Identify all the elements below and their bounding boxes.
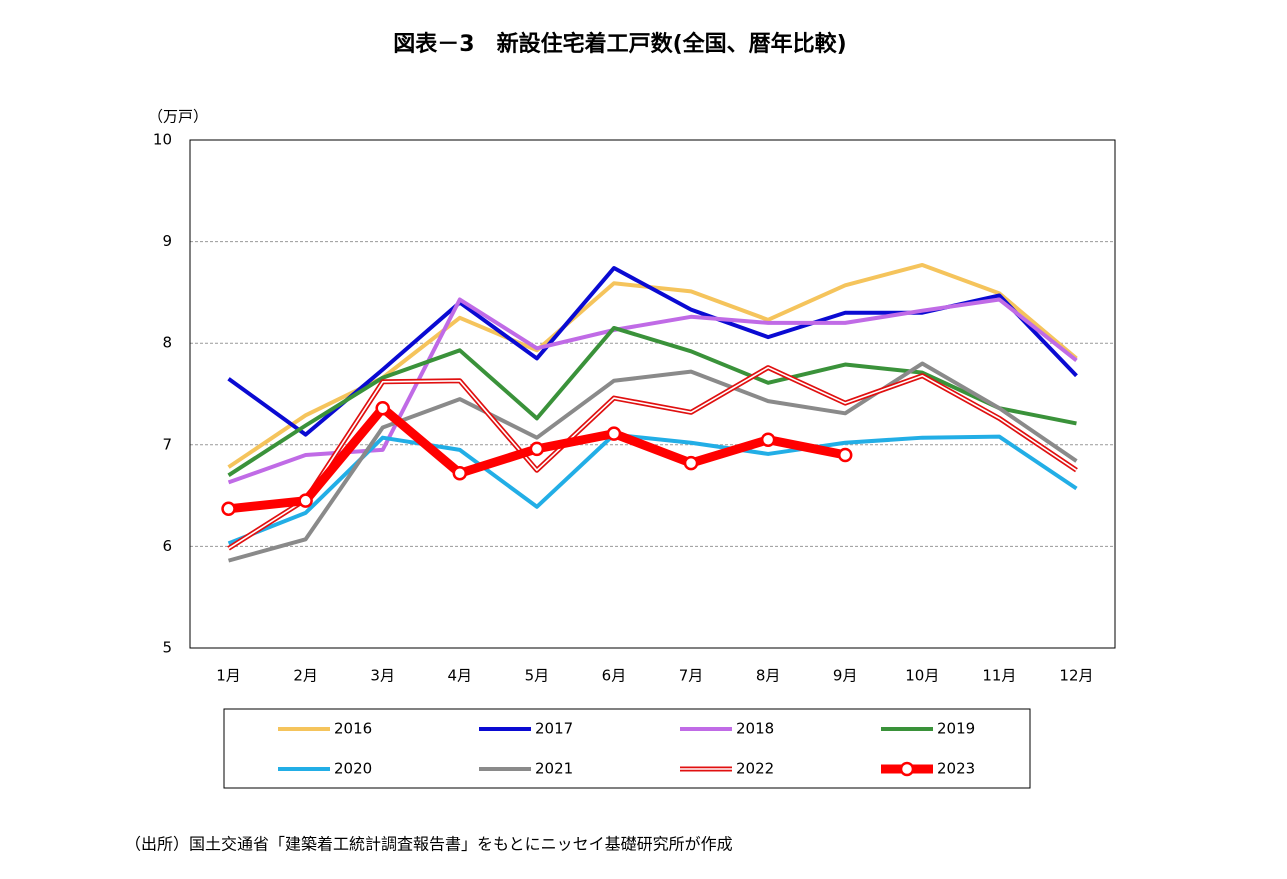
point [683, 455, 699, 471]
point [375, 400, 390, 416]
legend-box [223, 708, 1031, 789]
point [837, 447, 853, 463]
plot-frame [189, 139, 1116, 649]
legend-label: 2020 [334, 760, 372, 778]
x-tick-label: 9月 [833, 667, 858, 685]
x-tick-label: 4月 [448, 667, 473, 685]
point [221, 501, 236, 517]
y-tick-label: 8 [162, 334, 172, 352]
series-line [227, 325, 1077, 477]
x-tick-label: 6月 [602, 667, 627, 685]
point [606, 426, 622, 441]
x-tick-label: 10月 [905, 667, 939, 685]
x-tick-label: 8月 [756, 667, 781, 685]
x-tick-label: 12月 [1059, 667, 1093, 685]
y-axis-label: （万戸） [148, 108, 208, 126]
legend-label: 2017 [535, 720, 573, 738]
legend-marker [899, 761, 915, 777]
y-tick-label: 5 [162, 639, 172, 657]
legend-label: 2021 [535, 760, 573, 778]
series-line-inner [228, 366, 1077, 550]
x-tick-label: 7月 [679, 667, 704, 685]
legend-label: 2018 [736, 720, 774, 738]
series-line [227, 266, 1078, 437]
legend-label: 2016 [334, 720, 372, 738]
legend-label: 2023 [937, 760, 975, 778]
x-tick-label: 3月 [370, 667, 395, 685]
x-tick-label: 5月 [525, 667, 550, 685]
y-tick-label: 10 [153, 131, 172, 149]
chart-title: 図表－3 新設住宅着工戸数(全国、暦年比較) [393, 31, 846, 57]
x-tick-label: 11月 [982, 667, 1016, 685]
x-tick-label: 2月 [293, 667, 318, 685]
x-tick-label: 1月 [216, 667, 241, 685]
legend-label: 2019 [937, 720, 975, 738]
y-tick-label: 7 [162, 435, 172, 453]
point [760, 432, 776, 447]
series-line [227, 432, 1078, 546]
y-tick-label: 6 [162, 537, 172, 555]
point [298, 493, 313, 508]
point [452, 465, 468, 481]
series-line [228, 361, 1078, 563]
legend-label: 2022 [736, 760, 774, 778]
y-tick-label: 9 [162, 232, 172, 250]
source-note: （出所）国土交通省「建築着工統計調査報告書」をもとにニッセイ基礎研究所が作成 [125, 835, 733, 854]
point [529, 441, 545, 457]
